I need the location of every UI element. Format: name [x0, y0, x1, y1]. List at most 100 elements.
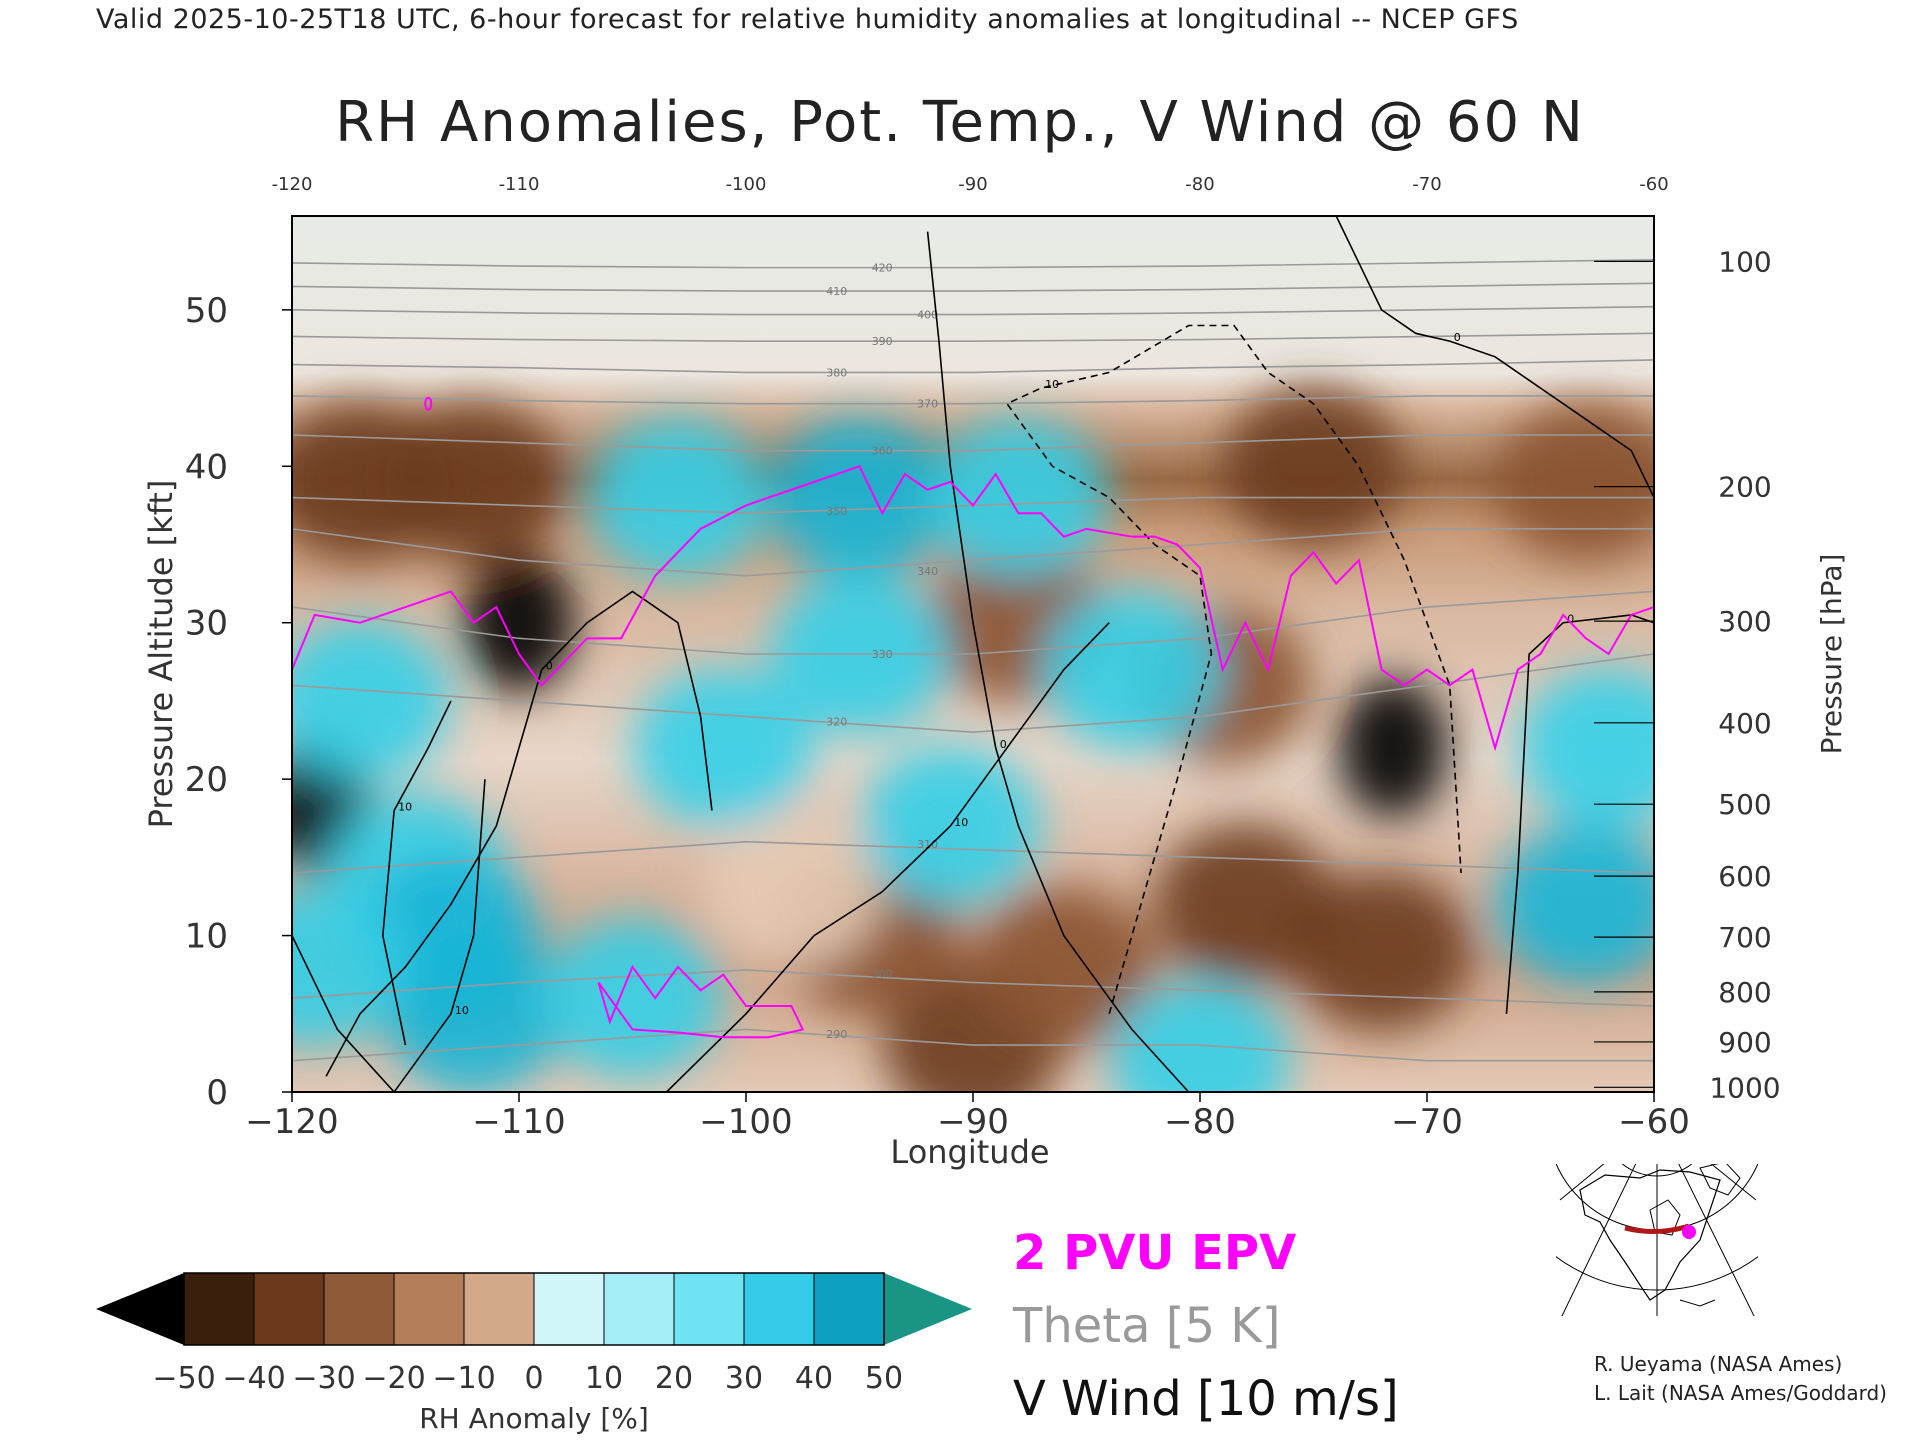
colorbar-low-cap — [96, 1273, 184, 1345]
theta-contour — [292, 305, 1654, 316]
theta-contour-label: 420 — [872, 262, 893, 275]
rh-anomaly-region — [587, 417, 768, 578]
vwind-contour-label: 0 — [1000, 738, 1007, 751]
colorbar-tick-label: −40 — [222, 1361, 285, 1396]
chart-title: RH Anomalies, Pot. Temp., V Wind @ 60 N — [335, 90, 1585, 155]
rh-anomaly-region — [292, 401, 451, 562]
top-tick-label: -100 — [726, 174, 767, 195]
theta-contour — [292, 840, 1654, 874]
vwind-contour — [1005, 324, 1462, 1015]
vwind-contour-label: 0 — [1454, 331, 1461, 344]
rh-anomaly-region — [701, 808, 882, 969]
theta-contour — [292, 434, 1654, 452]
rh-anomaly-region — [1110, 980, 1290, 1092]
header-caption: Valid 2025-10-25T18 UTC, 6-hour forecast… — [96, 4, 1519, 35]
y-tick-label-right: 800 — [1718, 976, 1771, 1009]
legend-epv: 2 PVU EPV — [1013, 1225, 1297, 1281]
theta-contour-label: 380 — [826, 366, 847, 379]
x-tick-label: −100 — [699, 1102, 792, 1142]
y-tick-label-left: 0 — [206, 1073, 228, 1113]
theta-contour — [292, 653, 1654, 734]
theta-contour-label: 350 — [826, 505, 847, 518]
x-tick-label: −60 — [1618, 1102, 1690, 1142]
theta-contour-label: 400 — [917, 309, 938, 322]
colorbar-tick-label: 0 — [524, 1361, 543, 1396]
theta-contour — [292, 282, 1654, 292]
colorbar-cell — [393, 1272, 465, 1346]
vwind-contour — [1505, 614, 1654, 1014]
theta-contour — [292, 528, 1654, 577]
y-tick-label-right: 500 — [1718, 788, 1771, 821]
colorbar-tick-label: 40 — [795, 1361, 833, 1396]
map-meridian — [1710, 1164, 1757, 1201]
y-axis-label-right: Pressure [hPa] — [1815, 554, 1848, 755]
vwind-contour — [665, 622, 1110, 1092]
x-axis-label: Longitude — [890, 1133, 1049, 1171]
y-tick-label-right: 700 — [1718, 921, 1771, 954]
top-tick-label: -120 — [272, 174, 313, 195]
colorbar-cell — [463, 1272, 535, 1346]
colorbar-cell — [533, 1272, 605, 1346]
map-meridian — [1559, 1164, 1605, 1201]
rh-anomaly-region — [973, 886, 1154, 1047]
theta-contour-label: 370 — [917, 398, 938, 411]
rh-anomaly-region — [292, 620, 451, 781]
theta-contour — [292, 1028, 1654, 1062]
theta-contour-label: 320 — [826, 715, 847, 728]
rh-anomaly-region — [383, 933, 564, 1092]
theta-contour-label: 310 — [917, 838, 938, 851]
theta-contour — [292, 359, 1654, 374]
theta-contour-label: 390 — [872, 335, 893, 348]
x-tick-label: −120 — [245, 1102, 338, 1142]
top-tick-label: -70 — [1412, 174, 1441, 195]
colorbar-tick-label: −20 — [362, 1361, 425, 1396]
y-tick-label-left: 20 — [185, 760, 228, 800]
locator-map — [1556, 1164, 1758, 1316]
x-tick-label: −90 — [937, 1102, 1009, 1142]
y-tick-label-right: 300 — [1718, 605, 1771, 638]
credit-line: R. Ueyama (NASA Ames) — [1594, 1352, 1843, 1376]
colorbar-tick-label: 30 — [725, 1361, 763, 1396]
top-tick-label: -110 — [499, 174, 540, 195]
map-location-marker — [1682, 1225, 1696, 1239]
rh-anomaly-region — [1518, 667, 1654, 828]
colorbar-cell — [253, 1272, 325, 1346]
theta-contour-label: 410 — [826, 285, 847, 298]
colorbar: −50 −40 −30 −20 −10 0 10 20 30 40 50 RH Anomaly [%… — [96, 1272, 972, 1435]
colorbar-cell — [323, 1272, 395, 1346]
theta-contour-label: 330 — [872, 648, 893, 661]
theta-contour-label: 340 — [917, 565, 938, 578]
vwind-contour — [325, 590, 713, 1077]
credit-line: L. Lait (NASA Ames/Goddard) — [1594, 1381, 1887, 1405]
vwind-contour — [926, 231, 1190, 1092]
legend-vwind: V Wind [10 m/s] — [1013, 1371, 1399, 1427]
theta-contour — [292, 969, 1654, 1007]
y-tick-label-left: 50 — [185, 291, 228, 331]
y-tick-label-left: 40 — [185, 447, 228, 487]
theta-contour — [292, 590, 1654, 655]
epv-spot — [424, 396, 433, 411]
rh-anomaly-region — [1223, 386, 1404, 547]
theta-contour-label: 290 — [826, 1028, 847, 1041]
epv-2pvu-line — [597, 964, 805, 1039]
colorbar-tick-label: −50 — [152, 1361, 215, 1396]
vwind-contour — [1335, 216, 1654, 498]
credits: R. Ueyama (NASA Ames) L. Lait (NASA Ames… — [1594, 1350, 1887, 1408]
rh-anomaly-region — [1041, 589, 1222, 750]
y-tick-label-right: 600 — [1718, 860, 1771, 893]
colorbar-label: RH Anomaly [%] — [419, 1402, 649, 1435]
rh-anomaly-region — [1291, 871, 1472, 1032]
colorbar-tick-label: 50 — [865, 1361, 903, 1396]
theta-contour-label: 360 — [872, 445, 893, 458]
colorbar-tick-label: −10 — [432, 1361, 495, 1396]
colorbar-cell — [813, 1272, 885, 1346]
vwind-contour-label: 10 — [455, 1004, 469, 1017]
colorbar-cell — [673, 1272, 745, 1346]
y-tick-label-left: 10 — [185, 917, 228, 957]
x-tick-label: −70 — [1391, 1102, 1463, 1142]
rh-anomaly-region — [1495, 824, 1654, 985]
top-tick-label: -90 — [958, 174, 987, 195]
colorbar-frame — [183, 1272, 885, 1346]
top-tick-label: -80 — [1185, 174, 1214, 195]
